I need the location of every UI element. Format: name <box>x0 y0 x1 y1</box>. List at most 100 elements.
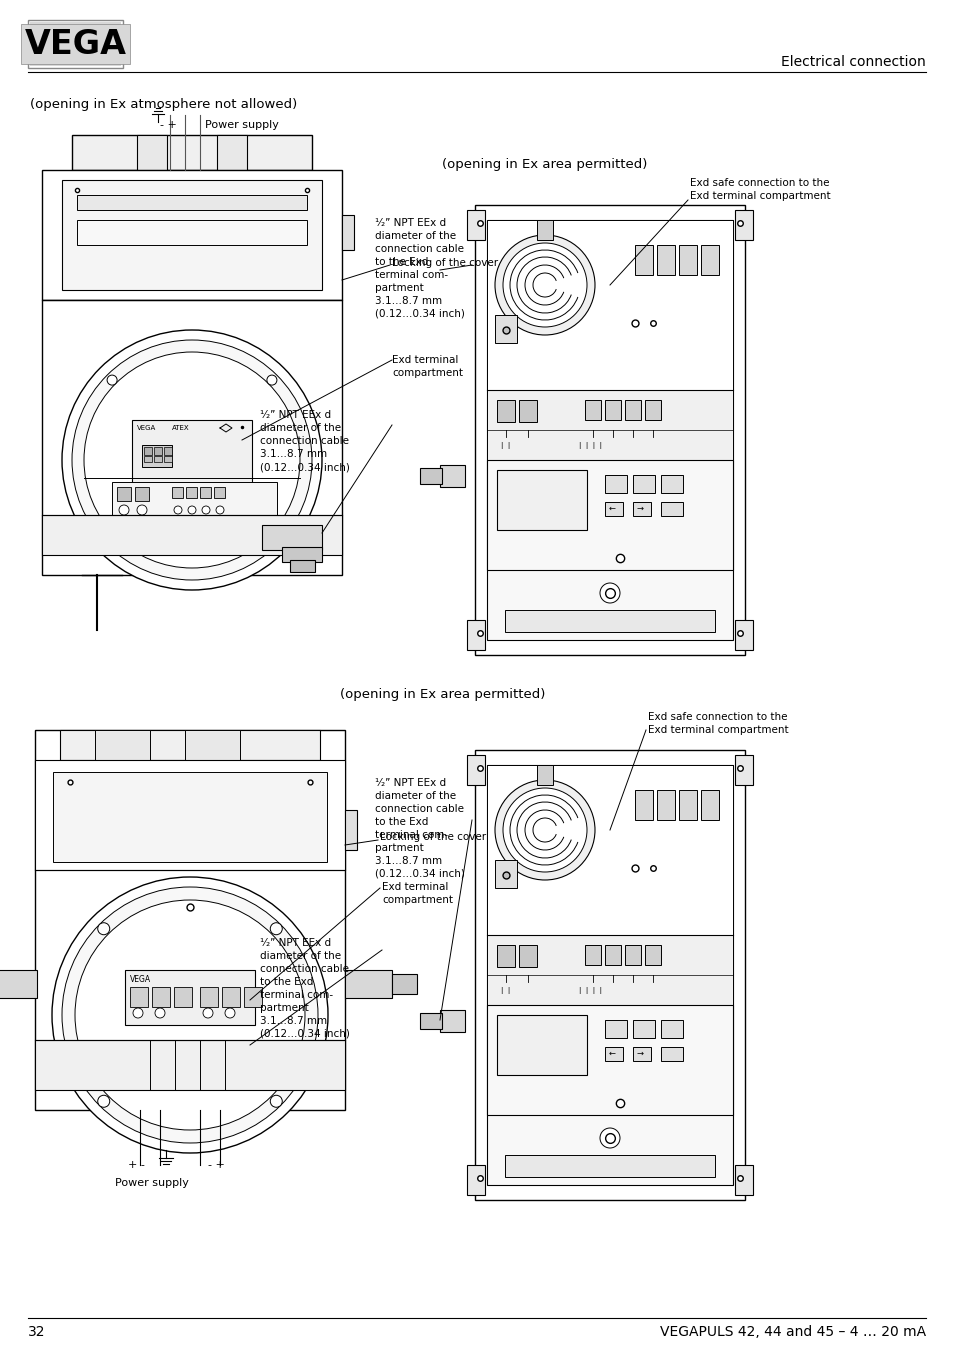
Bar <box>345 810 356 850</box>
Text: Power supply: Power supply <box>115 1178 189 1188</box>
Circle shape <box>502 243 586 327</box>
Bar <box>216 135 247 170</box>
Bar <box>624 945 640 965</box>
Bar <box>117 487 131 502</box>
Text: (opening in Ex area permitted): (opening in Ex area permitted) <box>441 158 647 170</box>
Bar <box>475 206 744 654</box>
Circle shape <box>599 1128 619 1148</box>
Bar <box>42 515 341 556</box>
Text: Exd safe connection to the: Exd safe connection to the <box>647 713 786 722</box>
Bar <box>679 790 697 821</box>
Text: Exd terminal compartment: Exd terminal compartment <box>689 191 830 201</box>
Bar <box>341 215 354 250</box>
Bar <box>624 400 640 420</box>
Bar <box>213 487 225 498</box>
Text: (0.12…0.34 inch): (0.12…0.34 inch) <box>375 869 464 879</box>
Bar <box>164 456 172 462</box>
Text: →: → <box>637 504 643 512</box>
Text: to the Exd: to the Exd <box>260 977 313 987</box>
Circle shape <box>62 887 317 1142</box>
Bar <box>700 245 719 274</box>
Text: VEGA: VEGA <box>130 975 151 984</box>
Bar <box>537 765 553 786</box>
Bar <box>28 20 123 68</box>
Text: (0.12…0.34 inch): (0.12…0.34 inch) <box>260 462 350 472</box>
Bar <box>504 1155 714 1178</box>
Circle shape <box>132 1009 143 1018</box>
Bar <box>125 969 254 1025</box>
Text: |  |: | | <box>500 987 510 994</box>
Circle shape <box>495 235 595 335</box>
Bar <box>734 754 752 786</box>
Text: Electrical connection: Electrical connection <box>781 55 925 69</box>
Text: 3.1…8.7 mm: 3.1…8.7 mm <box>260 1015 327 1026</box>
Circle shape <box>75 900 305 1130</box>
Bar <box>77 195 307 210</box>
Bar <box>660 1046 682 1061</box>
Bar <box>518 945 537 967</box>
Circle shape <box>203 1009 213 1018</box>
Bar <box>518 400 537 422</box>
Bar <box>700 790 719 821</box>
Text: diameter of the: diameter of the <box>375 791 456 800</box>
Bar <box>290 560 314 572</box>
Bar <box>497 470 586 530</box>
Text: ¹⁄₂” NPT EEx d: ¹⁄₂” NPT EEx d <box>375 218 446 228</box>
Text: ¹⁄₂” NPT EEx d: ¹⁄₂” NPT EEx d <box>260 938 331 948</box>
Bar <box>604 400 620 420</box>
Bar <box>537 220 553 241</box>
Bar <box>497 1015 586 1075</box>
Bar <box>244 987 262 1007</box>
Text: connection cable: connection cable <box>375 243 463 254</box>
Bar <box>439 465 464 487</box>
Bar <box>467 621 484 650</box>
Circle shape <box>502 788 586 872</box>
Bar <box>657 790 675 821</box>
Text: ←: ← <box>608 504 616 512</box>
Text: →: → <box>637 1049 643 1059</box>
Text: connection cable: connection cable <box>260 435 349 446</box>
Circle shape <box>599 583 619 603</box>
Bar <box>475 750 744 1201</box>
Circle shape <box>202 506 210 514</box>
Text: Exd terminal compartment: Exd terminal compartment <box>647 725 788 735</box>
Bar <box>633 1046 650 1061</box>
Text: + -: + - <box>128 1160 145 1169</box>
Text: partment: partment <box>375 844 423 853</box>
Bar <box>486 1005 732 1115</box>
Circle shape <box>225 1009 234 1018</box>
Text: to the Exd: to the Exd <box>375 817 428 827</box>
Text: |  |  |  |: | | | | <box>578 987 601 994</box>
Circle shape <box>137 506 147 515</box>
Bar <box>604 945 620 965</box>
Text: 3.1…8.7 mm: 3.1…8.7 mm <box>260 449 327 458</box>
Bar <box>439 1010 464 1032</box>
Bar <box>137 135 167 170</box>
Bar <box>53 772 327 863</box>
Bar <box>495 315 517 343</box>
Bar <box>71 135 312 170</box>
Bar <box>734 1165 752 1195</box>
Bar <box>486 936 732 1005</box>
Bar <box>486 220 732 639</box>
Text: VEGAPULS 42, 44 and 45 – 4 … 20 mA: VEGAPULS 42, 44 and 45 – 4 … 20 mA <box>659 1325 925 1338</box>
Bar <box>635 245 652 274</box>
Bar <box>604 475 626 493</box>
Text: Exd terminal: Exd terminal <box>381 882 448 892</box>
Circle shape <box>173 506 182 514</box>
Bar <box>144 456 152 462</box>
Bar <box>153 448 162 456</box>
Text: terminal com-: terminal com- <box>375 830 448 840</box>
Text: VEGA: VEGA <box>137 425 156 431</box>
Circle shape <box>62 330 322 589</box>
Bar <box>392 973 416 994</box>
Bar <box>660 502 682 516</box>
Text: ¹⁄₂” NPT EEx d: ¹⁄₂” NPT EEx d <box>375 777 446 788</box>
Bar <box>495 860 517 888</box>
Bar <box>486 220 732 389</box>
Text: ¹⁄₂” NPT EEx d: ¹⁄₂” NPT EEx d <box>260 410 331 420</box>
Bar <box>660 1019 682 1038</box>
Text: diameter of the: diameter of the <box>260 950 341 961</box>
Text: Locking of the cover: Locking of the cover <box>392 258 497 268</box>
Bar <box>604 1019 626 1038</box>
